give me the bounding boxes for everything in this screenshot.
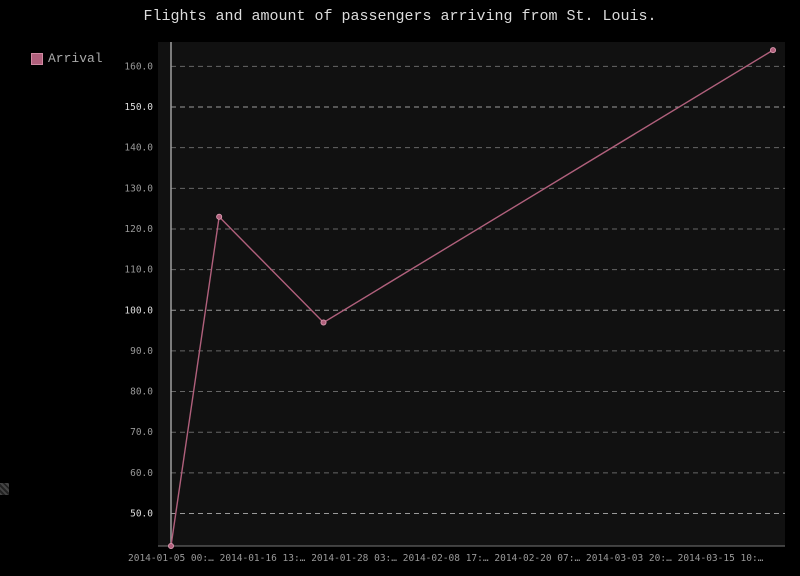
y-tick-label: 70.0 xyxy=(130,427,153,438)
legend-label-arrival: Arrival xyxy=(48,51,103,66)
series-line xyxy=(170,49,774,547)
x-tick-label: 2014-03-15 10:… xyxy=(678,553,764,564)
y-tick-label: 50.0 xyxy=(130,508,153,519)
y-tick-label: 60.0 xyxy=(130,468,153,479)
y-tick-label: 90.0 xyxy=(130,346,153,357)
x-tick-label: 2014-02-20 07:… xyxy=(494,553,580,564)
data-point[interactable] xyxy=(216,213,223,220)
chart-title: Flights and amount of passengers arrivin… xyxy=(143,8,657,25)
legend: Arrival xyxy=(31,51,103,66)
x-tick-label: 2014-02-08 17:… xyxy=(403,553,489,564)
y-axis-ticks: 50.0 60.0 70.0 80.0 90.0 100.0 110.0 120.0 130.0… xyxy=(124,61,153,519)
data-point[interactable] xyxy=(167,543,174,550)
y-tick-label: 110.0 xyxy=(124,265,153,276)
y-tick-label: 160.0 xyxy=(124,61,153,72)
x-axis-ticks: 2014-01-05 00:… 2014-01-16 13:… 2014-01-28… xyxy=(128,553,764,564)
y-tick-label: 140.0 xyxy=(124,143,153,154)
x-tick-label: 2014-03-03 20:… xyxy=(586,553,672,564)
x-tick-label: 2014-01-05 00:… xyxy=(128,553,214,564)
series-arrival xyxy=(167,47,777,550)
hatched-marker-icon xyxy=(0,483,9,495)
y-tick-label: 80.0 xyxy=(130,387,153,398)
x-tick-label: 2014-01-16 13:… xyxy=(220,553,306,564)
data-point[interactable] xyxy=(320,319,327,326)
plot-area xyxy=(158,42,785,546)
y-tick-label: 100.0 xyxy=(124,305,153,316)
y-tick-label: 120.0 xyxy=(124,224,153,235)
y-tick-label: 150.0 xyxy=(124,102,153,113)
legend-swatch-arrival[interactable] xyxy=(31,52,43,65)
grid-lines xyxy=(171,65,785,514)
data-point[interactable] xyxy=(770,47,777,54)
y-tick-label: 130.0 xyxy=(124,183,153,194)
x-tick-label: 2014-01-28 03:… xyxy=(311,553,397,564)
